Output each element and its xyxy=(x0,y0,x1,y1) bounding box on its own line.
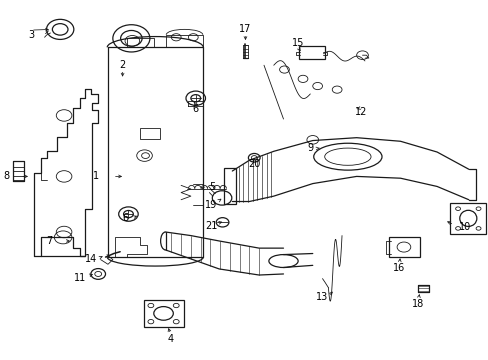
Text: 2: 2 xyxy=(119,60,125,70)
Text: 7: 7 xyxy=(46,236,53,246)
Text: 14: 14 xyxy=(84,254,97,264)
Text: 10: 10 xyxy=(458,222,470,232)
Text: 6: 6 xyxy=(122,213,128,222)
Text: 9: 9 xyxy=(306,143,313,153)
Text: 5: 5 xyxy=(209,182,216,192)
Text: 21: 21 xyxy=(205,221,217,230)
Text: 20: 20 xyxy=(247,159,260,169)
Text: 3: 3 xyxy=(28,30,34,40)
Text: 6: 6 xyxy=(192,104,199,114)
Text: 12: 12 xyxy=(355,107,367,117)
Bar xyxy=(140,128,160,139)
Text: 11: 11 xyxy=(74,273,86,283)
Text: 18: 18 xyxy=(411,299,424,309)
Text: 15: 15 xyxy=(291,38,304,48)
Text: 8: 8 xyxy=(3,171,10,181)
Text: 17: 17 xyxy=(239,24,251,35)
Text: 1: 1 xyxy=(93,171,99,181)
Text: 19: 19 xyxy=(205,200,217,210)
Text: 16: 16 xyxy=(393,263,405,273)
Text: 4: 4 xyxy=(167,333,173,343)
Text: 13: 13 xyxy=(316,292,328,302)
